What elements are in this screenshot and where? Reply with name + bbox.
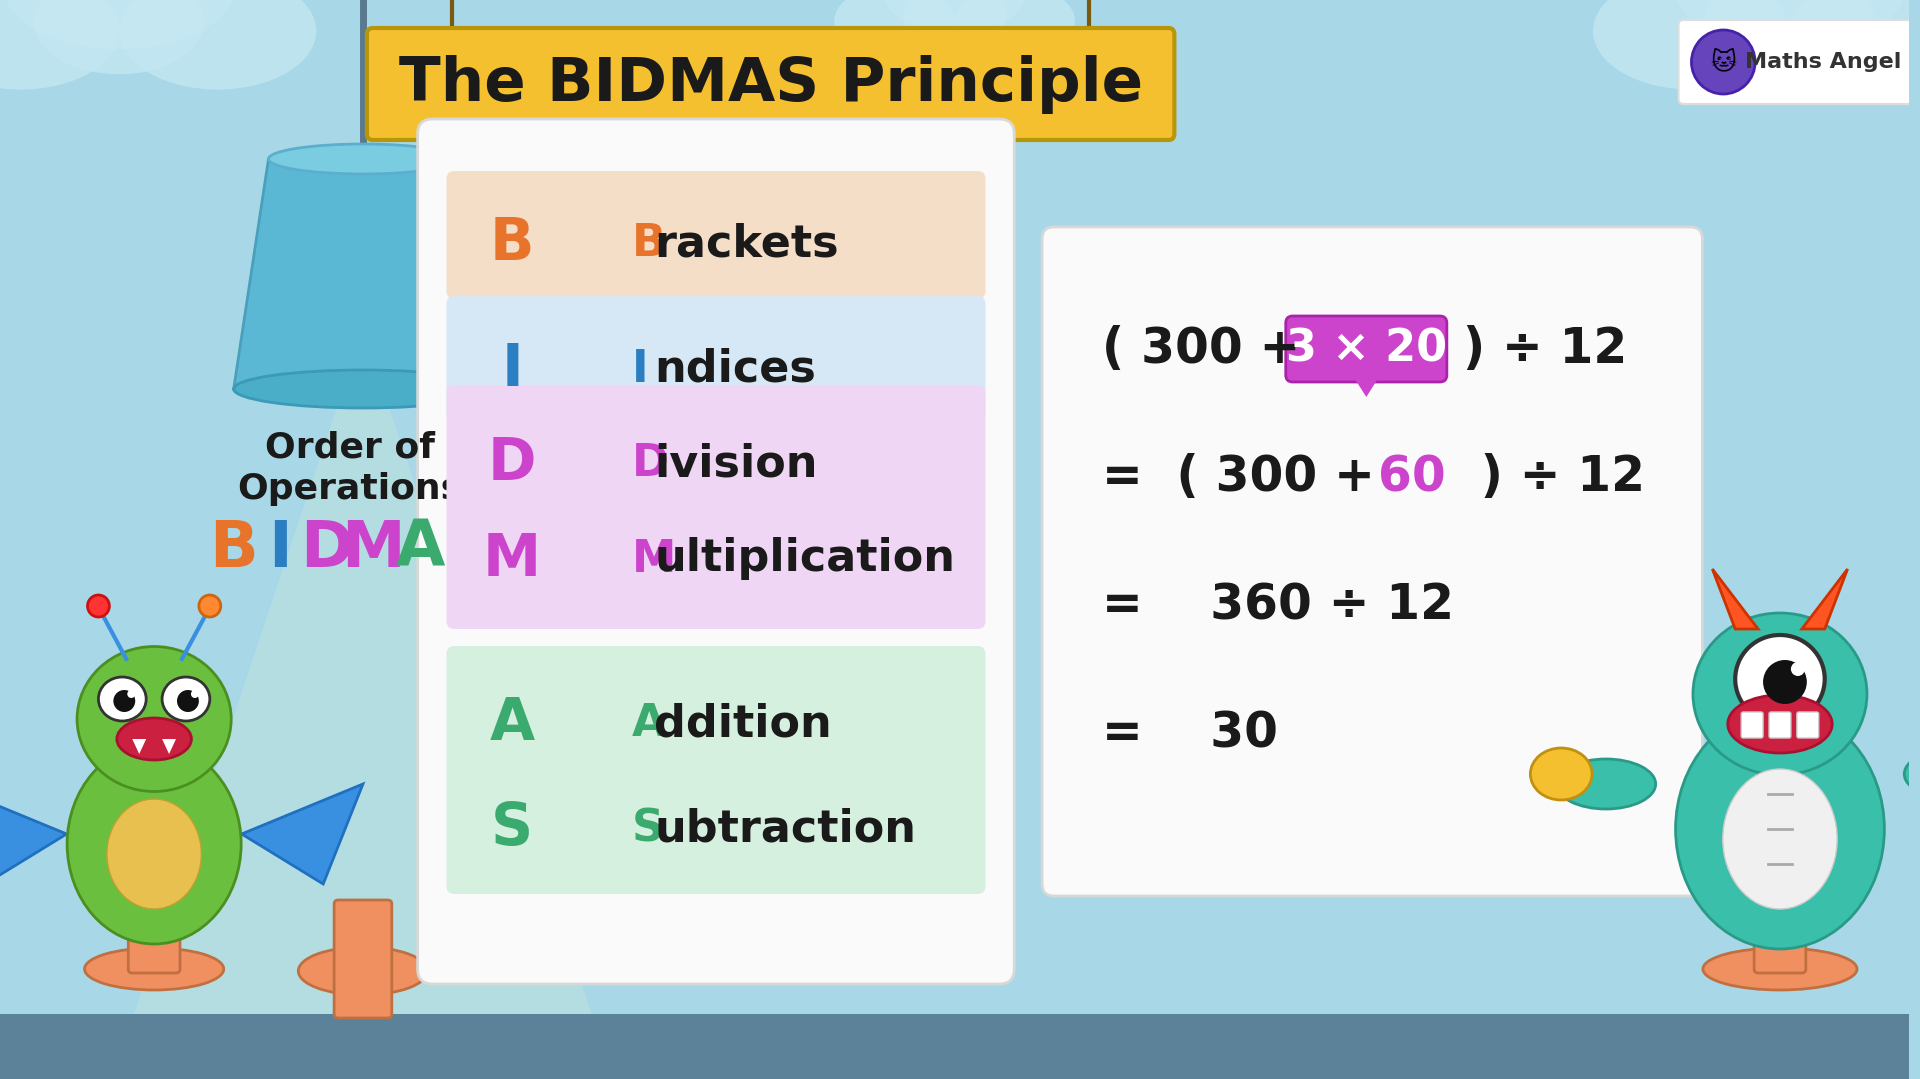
Text: B: B (490, 216, 534, 273)
Text: D: D (632, 442, 668, 486)
Text: A: A (490, 696, 534, 752)
Circle shape (1692, 30, 1755, 94)
FancyBboxPatch shape (1741, 712, 1763, 738)
FancyBboxPatch shape (1797, 712, 1818, 738)
Text: =  ( 300 +: = ( 300 + (1102, 453, 1392, 501)
Ellipse shape (177, 689, 200, 712)
Text: M: M (632, 537, 676, 581)
Ellipse shape (1530, 748, 1592, 800)
FancyBboxPatch shape (367, 28, 1175, 140)
Text: ( 300 +: ( 300 + (1102, 325, 1317, 373)
Text: B: B (209, 518, 257, 581)
Ellipse shape (954, 0, 1075, 57)
Text: D: D (300, 518, 353, 581)
Ellipse shape (1722, 769, 1837, 909)
FancyBboxPatch shape (1286, 316, 1448, 382)
Ellipse shape (1905, 749, 1920, 800)
Circle shape (200, 595, 221, 617)
Ellipse shape (190, 689, 200, 698)
Ellipse shape (117, 718, 192, 760)
Ellipse shape (883, 0, 1025, 32)
FancyBboxPatch shape (334, 900, 392, 1017)
Text: The BIDMAS Principle: The BIDMAS Principle (399, 55, 1142, 113)
Text: S: S (444, 518, 490, 581)
FancyBboxPatch shape (447, 170, 985, 299)
Polygon shape (0, 784, 67, 884)
Polygon shape (132, 739, 146, 754)
Ellipse shape (1594, 0, 1789, 90)
Text: ndices: ndices (655, 347, 816, 391)
Text: =    30: = 30 (1102, 709, 1279, 757)
Ellipse shape (1791, 663, 1805, 677)
Polygon shape (234, 159, 492, 390)
FancyBboxPatch shape (1755, 880, 1807, 973)
Text: =    360 ÷ 12: = 360 ÷ 12 (1102, 581, 1453, 629)
Circle shape (88, 595, 109, 617)
Ellipse shape (1728, 695, 1832, 753)
Text: Operations: Operations (238, 472, 463, 506)
Text: Maths Angel: Maths Angel (1745, 52, 1901, 72)
Text: S: S (492, 801, 534, 858)
Ellipse shape (119, 0, 317, 90)
FancyBboxPatch shape (1043, 227, 1703, 896)
Text: I: I (501, 341, 522, 397)
Ellipse shape (127, 689, 134, 698)
Text: M: M (484, 531, 541, 587)
Ellipse shape (84, 948, 225, 991)
Polygon shape (1801, 569, 1847, 629)
Polygon shape (134, 390, 591, 1014)
FancyBboxPatch shape (419, 119, 1014, 984)
Ellipse shape (108, 800, 202, 909)
Text: D: D (488, 436, 536, 492)
Text: A: A (632, 702, 666, 746)
Text: ultiplication: ultiplication (655, 537, 956, 581)
Ellipse shape (113, 689, 134, 712)
Polygon shape (161, 739, 177, 754)
Ellipse shape (902, 0, 1006, 47)
Text: ) ÷ 12: ) ÷ 12 (1430, 453, 1645, 501)
Ellipse shape (4, 0, 236, 49)
FancyBboxPatch shape (447, 296, 985, 424)
Ellipse shape (1676, 709, 1884, 950)
Ellipse shape (298, 947, 428, 995)
FancyBboxPatch shape (1768, 712, 1791, 738)
FancyBboxPatch shape (1678, 21, 1920, 104)
Text: 3 × 20: 3 × 20 (1286, 328, 1448, 370)
Ellipse shape (1557, 759, 1655, 809)
Text: ivision: ivision (655, 442, 818, 486)
Polygon shape (242, 784, 363, 884)
Text: ) ÷ 12: ) ÷ 12 (1446, 325, 1626, 373)
FancyBboxPatch shape (129, 885, 180, 973)
FancyBboxPatch shape (447, 385, 985, 629)
Text: 🐱: 🐱 (1711, 50, 1736, 74)
Ellipse shape (0, 0, 119, 90)
FancyBboxPatch shape (447, 646, 985, 894)
Text: I: I (269, 518, 292, 581)
Polygon shape (1352, 375, 1380, 397)
Ellipse shape (269, 144, 457, 174)
Text: S: S (632, 807, 664, 850)
Text: rackets: rackets (655, 222, 839, 265)
Ellipse shape (67, 745, 242, 944)
Text: B: B (632, 222, 666, 265)
Ellipse shape (1703, 948, 1857, 991)
Ellipse shape (161, 677, 209, 721)
Text: Order of: Order of (265, 431, 436, 464)
Text: I: I (632, 347, 649, 391)
Ellipse shape (1763, 660, 1807, 704)
Text: A: A (396, 518, 445, 581)
Polygon shape (1713, 569, 1759, 629)
Ellipse shape (1789, 0, 1920, 90)
Ellipse shape (98, 677, 146, 721)
Ellipse shape (234, 370, 492, 408)
Text: ddition: ddition (655, 702, 831, 746)
FancyBboxPatch shape (0, 1014, 1908, 1079)
Text: 60: 60 (1379, 453, 1446, 501)
Text: M: M (342, 518, 405, 581)
Ellipse shape (1705, 0, 1876, 74)
Ellipse shape (35, 0, 204, 74)
Ellipse shape (77, 646, 230, 792)
Ellipse shape (1674, 0, 1907, 49)
Ellipse shape (1736, 636, 1824, 723)
